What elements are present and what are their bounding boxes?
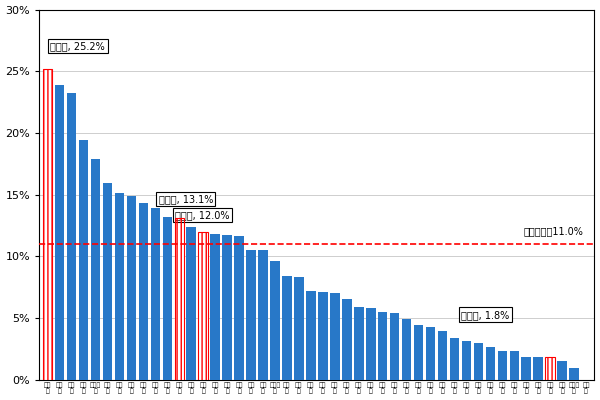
Bar	[211, 234, 220, 380]
Bar	[79, 140, 88, 380]
Bar	[235, 236, 244, 380]
Bar	[521, 357, 531, 380]
Bar	[509, 351, 519, 380]
Bar	[557, 361, 567, 380]
Bar	[103, 184, 112, 380]
Bar	[127, 196, 136, 380]
Bar	[282, 276, 292, 380]
Bar	[43, 69, 52, 380]
Bar	[461, 341, 471, 380]
Bar	[151, 208, 160, 380]
Bar	[449, 338, 459, 380]
Bar	[354, 307, 364, 380]
Bar	[115, 193, 124, 380]
Bar	[270, 261, 280, 380]
Bar	[318, 292, 328, 380]
Bar	[390, 313, 400, 380]
Bar	[306, 291, 316, 380]
Bar	[402, 319, 412, 380]
Bar	[545, 357, 555, 380]
Bar	[223, 235, 232, 380]
Bar	[187, 227, 196, 380]
Text: 静岡県, 1.8%: 静岡県, 1.8%	[461, 310, 509, 320]
Bar	[199, 232, 208, 380]
Text: 岐阜県, 13.1%: 岐阜県, 13.1%	[158, 194, 213, 204]
Bar	[43, 69, 52, 380]
Bar	[366, 308, 376, 380]
Bar	[438, 332, 447, 380]
Bar	[163, 217, 172, 380]
Bar	[485, 348, 495, 380]
Bar	[258, 250, 268, 380]
Bar	[426, 326, 436, 380]
Bar	[533, 357, 543, 380]
Bar	[414, 325, 424, 380]
Bar	[342, 299, 352, 380]
Bar	[91, 159, 100, 380]
Text: 全国普及率11.0%: 全国普及率11.0%	[523, 226, 583, 236]
Bar	[175, 218, 184, 380]
Bar	[55, 85, 64, 380]
Text: 愛知県, 12.0%: 愛知県, 12.0%	[175, 210, 230, 220]
Bar	[545, 357, 555, 380]
Bar	[378, 312, 388, 380]
Bar	[569, 368, 579, 380]
Bar	[139, 203, 148, 380]
Bar	[247, 250, 256, 380]
Bar	[67, 94, 76, 380]
Bar	[330, 293, 340, 380]
Bar	[199, 232, 208, 380]
Text: 三重県, 25.2%: 三重県, 25.2%	[50, 41, 105, 51]
Bar	[294, 277, 304, 380]
Bar	[175, 218, 184, 380]
Bar	[473, 342, 483, 380]
Bar	[497, 351, 507, 380]
